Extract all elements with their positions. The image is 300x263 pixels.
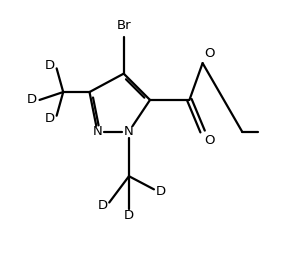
Text: N: N xyxy=(92,125,102,138)
Text: O: O xyxy=(204,48,214,60)
Text: O: O xyxy=(204,134,214,147)
Text: D: D xyxy=(124,209,134,222)
Text: Br: Br xyxy=(116,19,131,32)
Text: D: D xyxy=(45,112,55,125)
Text: D: D xyxy=(27,93,37,107)
Text: D: D xyxy=(45,59,55,72)
Text: N: N xyxy=(124,125,134,138)
Text: D: D xyxy=(98,199,108,212)
Text: D: D xyxy=(155,185,166,199)
